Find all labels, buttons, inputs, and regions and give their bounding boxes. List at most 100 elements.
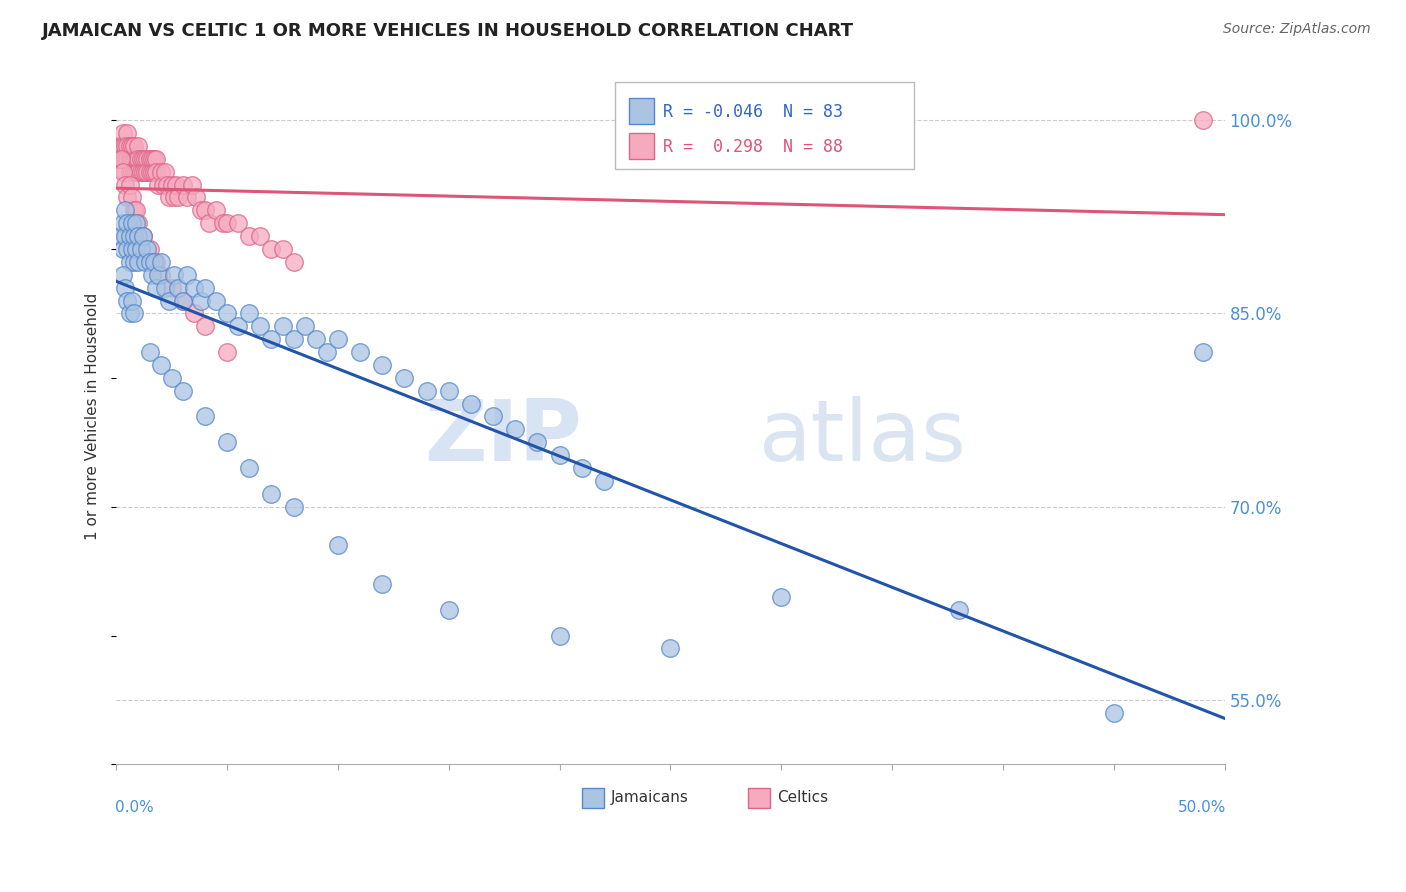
Point — [194, 203, 217, 218]
Point — [1102, 706, 1125, 720]
Point — [260, 332, 283, 346]
Point — [143, 255, 166, 269]
Point — [129, 164, 152, 178]
Point — [153, 164, 176, 178]
Point — [217, 345, 239, 359]
Point — [114, 139, 136, 153]
Point — [118, 306, 141, 320]
Point — [226, 216, 249, 230]
Point — [110, 152, 132, 166]
Point — [143, 152, 166, 166]
Point — [127, 255, 149, 269]
Point — [194, 280, 217, 294]
Point — [141, 268, 163, 282]
Point — [205, 203, 228, 218]
Point — [127, 216, 149, 230]
Point — [260, 487, 283, 501]
Point — [121, 242, 143, 256]
Point — [127, 164, 149, 178]
Point — [326, 538, 349, 552]
Point — [118, 178, 141, 192]
Point — [548, 629, 571, 643]
Point — [249, 229, 271, 244]
Point — [238, 306, 260, 320]
Point — [127, 139, 149, 153]
Point — [271, 242, 294, 256]
Text: ZIP: ZIP — [425, 396, 582, 479]
Point — [134, 164, 156, 178]
Point — [129, 152, 152, 166]
Point — [107, 139, 129, 153]
Point — [129, 242, 152, 256]
Point — [136, 164, 159, 178]
Point — [571, 461, 593, 475]
Point — [176, 268, 198, 282]
Point — [180, 178, 202, 192]
Point — [149, 164, 172, 178]
Point — [121, 164, 143, 178]
Point — [138, 255, 160, 269]
Point — [138, 152, 160, 166]
Point — [110, 229, 132, 244]
Point — [111, 152, 134, 166]
Point — [260, 242, 283, 256]
Point — [176, 190, 198, 204]
Point — [948, 603, 970, 617]
Point — [111, 139, 134, 153]
Point — [125, 152, 148, 166]
Point — [110, 139, 132, 153]
Point — [117, 139, 139, 153]
Point — [134, 255, 156, 269]
Point — [111, 164, 134, 178]
Point — [505, 422, 527, 436]
Point — [121, 216, 143, 230]
Point — [159, 293, 181, 308]
Point — [152, 178, 174, 192]
Point — [132, 229, 155, 244]
Point — [114, 178, 136, 192]
Point — [548, 448, 571, 462]
Point — [526, 435, 548, 450]
Point — [190, 203, 212, 218]
Point — [593, 474, 616, 488]
Text: 50.0%: 50.0% — [1177, 800, 1226, 815]
Text: R =  0.298  N = 88: R = 0.298 N = 88 — [662, 138, 842, 156]
Point — [172, 384, 194, 398]
Point — [118, 152, 141, 166]
Point — [217, 306, 239, 320]
Point — [183, 306, 205, 320]
FancyBboxPatch shape — [630, 98, 654, 124]
Point — [145, 280, 167, 294]
Point — [153, 280, 176, 294]
Point — [122, 139, 145, 153]
Point — [117, 293, 139, 308]
Point — [127, 229, 149, 244]
Point — [198, 216, 221, 230]
Point — [138, 242, 160, 256]
Point — [156, 178, 179, 192]
Point — [167, 280, 190, 294]
Point — [145, 255, 167, 269]
Point — [148, 268, 170, 282]
Point — [117, 190, 139, 204]
Point — [111, 216, 134, 230]
Point — [121, 190, 143, 204]
Point — [117, 216, 139, 230]
FancyBboxPatch shape — [582, 789, 605, 807]
Point — [163, 268, 186, 282]
Point — [238, 229, 260, 244]
Point — [121, 293, 143, 308]
Point — [394, 371, 416, 385]
Point — [460, 396, 482, 410]
Point — [118, 139, 141, 153]
Point — [194, 409, 217, 424]
Point — [211, 216, 233, 230]
Point — [143, 164, 166, 178]
Point — [134, 152, 156, 166]
Text: R = -0.046  N = 83: R = -0.046 N = 83 — [662, 103, 842, 121]
Point — [172, 178, 194, 192]
Point — [122, 229, 145, 244]
Point — [122, 164, 145, 178]
Point — [226, 319, 249, 334]
Text: atlas: atlas — [759, 396, 967, 479]
